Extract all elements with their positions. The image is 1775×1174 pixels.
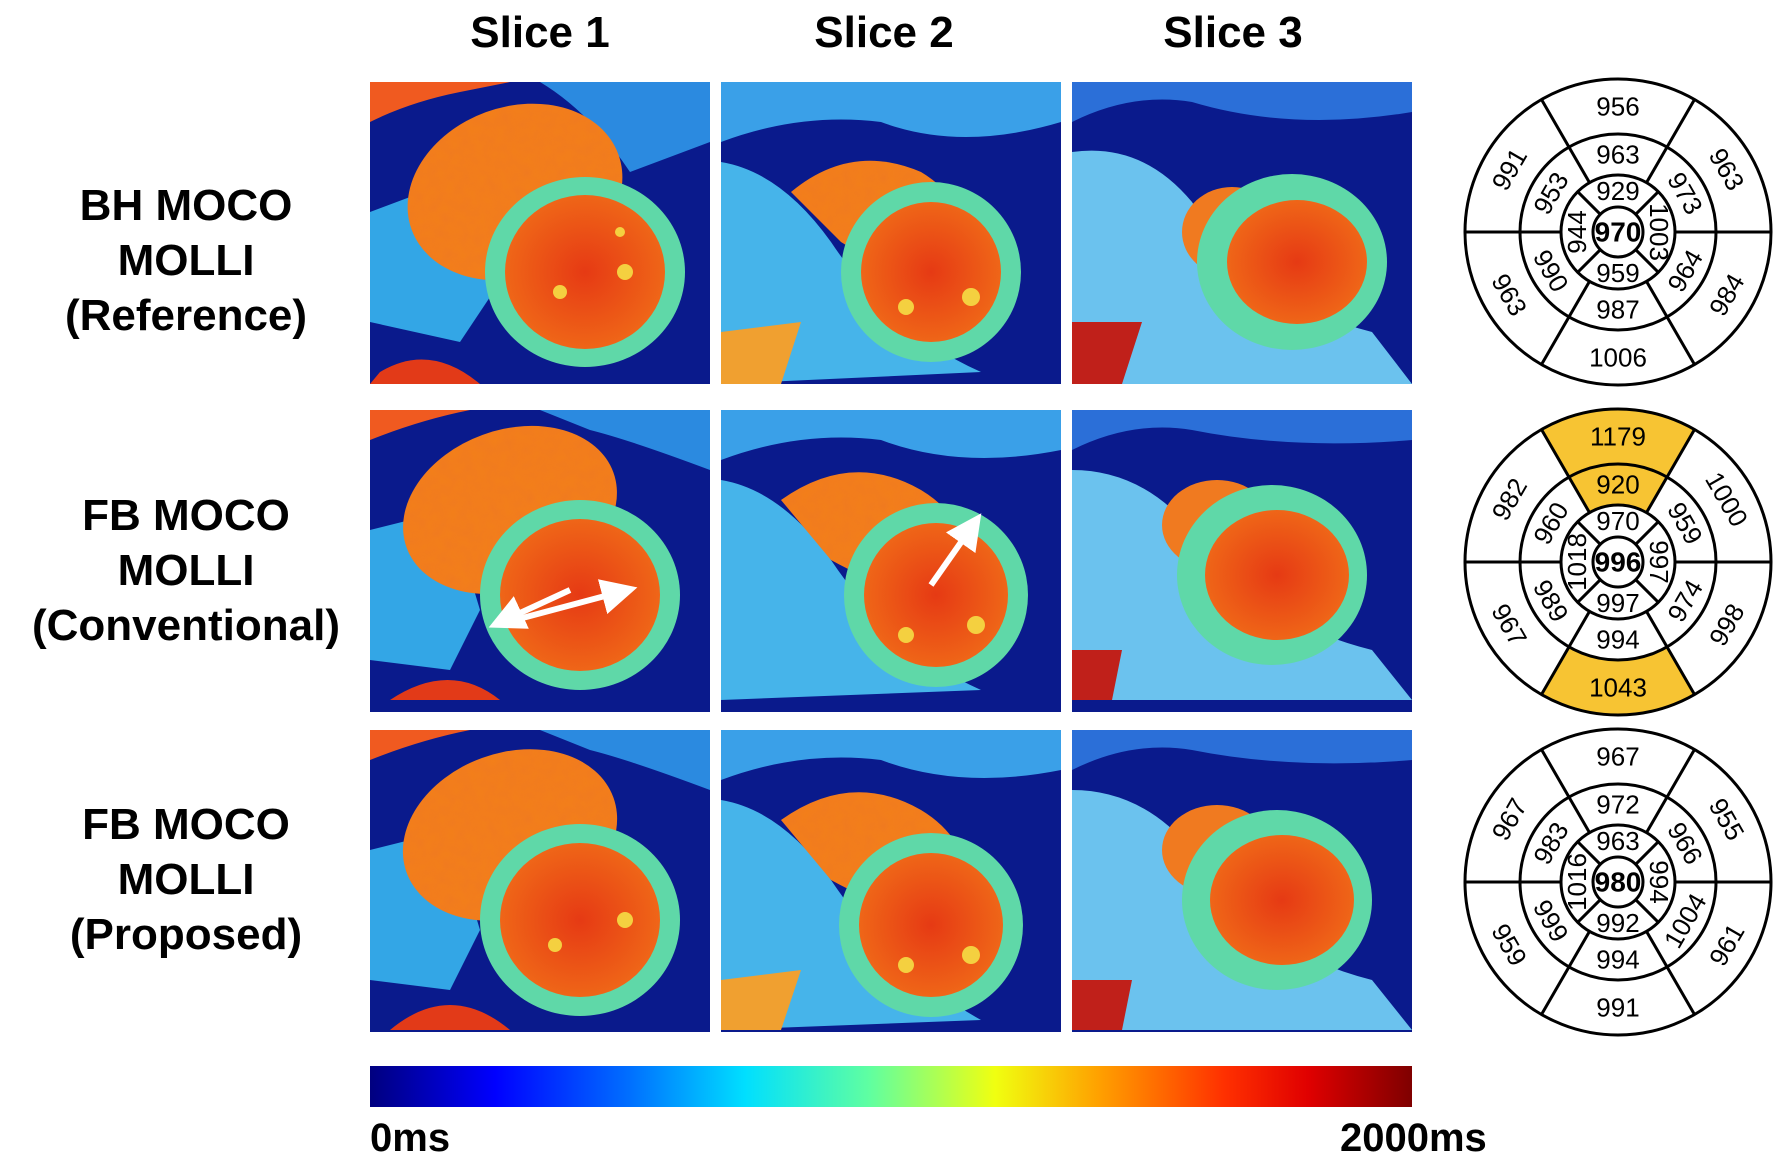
bullseye-divider bbox=[1576, 248, 1602, 274]
t1-map-conventional-slice-1 bbox=[370, 410, 710, 712]
bullseye-divider bbox=[1634, 190, 1660, 216]
bullseye-divider bbox=[1576, 840, 1602, 866]
bullseye-divider bbox=[1634, 898, 1660, 924]
t1-map-proposed-slice-3 bbox=[1072, 730, 1412, 1032]
bullseye-ring bbox=[1591, 535, 1645, 589]
row-label-line: MOLLI bbox=[117, 236, 255, 285]
bullseye-divider bbox=[1645, 98, 1696, 184]
bullseye-divider bbox=[1645, 748, 1696, 834]
bullseye-proposed: 9809639949921016972967966955100496199499… bbox=[1463, 727, 1773, 1037]
bullseye-inner-value: 963 bbox=[1596, 826, 1639, 856]
row-label-conventional: FB MOCO MOLLI (Conventional) bbox=[0, 488, 372, 653]
bullseye-outer-value: 1006 bbox=[1589, 343, 1647, 373]
t1-map-reference-slice-2 bbox=[721, 82, 1061, 384]
bullseye-divider bbox=[1645, 610, 1696, 696]
highlight-segment-middle bbox=[1569, 464, 1667, 513]
row-label-line: (Conventional) bbox=[32, 601, 340, 650]
colorbar-min-label: 0ms bbox=[370, 1116, 451, 1160]
bullseye-middle-value: 972 bbox=[1596, 790, 1639, 820]
row-label-reference: BH MOCO MOLLI (Reference) bbox=[0, 178, 372, 343]
t1-map-conventional-slice-3 bbox=[1072, 410, 1412, 712]
bullseye-middle-value: 920 bbox=[1596, 470, 1639, 500]
bullseye-inner-value: 929 bbox=[1596, 176, 1639, 206]
row-label-proposed: FB MOCO MOLLI (Proposed) bbox=[0, 797, 372, 962]
bullseye-outer-value: 956 bbox=[1596, 92, 1639, 122]
bullseye-inner-value: 997 bbox=[1596, 588, 1639, 618]
bullseye-divider bbox=[1576, 190, 1602, 216]
t1-map-proposed-slice-1 bbox=[370, 730, 710, 1032]
bullseye-middle-value: 987 bbox=[1596, 295, 1639, 325]
t1-map-proposed-slice-2 bbox=[721, 730, 1061, 1032]
column-title-slice-2: Slice 2 bbox=[814, 8, 954, 57]
bullseye-reference: 9709291003959944963956973963964984987100… bbox=[1463, 77, 1773, 387]
bullseye-background bbox=[1465, 729, 1771, 1035]
row-label-line: FB MOCO bbox=[82, 491, 290, 540]
bullseye-background bbox=[1465, 409, 1771, 715]
bullseye-center-value: 996 bbox=[1595, 547, 1642, 578]
row-label-line: MOLLI bbox=[117, 546, 255, 595]
bullseye-center-value: 980 bbox=[1595, 867, 1642, 898]
bullseye-outer-value: 967 bbox=[1596, 742, 1639, 772]
bullseye-divider bbox=[1634, 520, 1660, 546]
bullseye-inner-value: 1018 bbox=[1562, 533, 1592, 591]
colorbar-max-label: 2000ms bbox=[1340, 1116, 1487, 1160]
bullseye-inner-value: 1003 bbox=[1644, 203, 1674, 261]
bullseye-divider bbox=[1645, 930, 1696, 1016]
bullseye-outer-value: 1179 bbox=[1590, 422, 1646, 452]
bullseye-divider bbox=[1634, 578, 1660, 604]
bullseye-divider bbox=[1634, 840, 1660, 866]
bullseye-divider bbox=[1576, 520, 1602, 546]
bullseye-divider bbox=[1540, 930, 1591, 1016]
highlight-segment-outer bbox=[1541, 409, 1695, 478]
bullseye-divider bbox=[1645, 280, 1696, 366]
bullseye-divider bbox=[1634, 248, 1660, 274]
row-label-line: (Reference) bbox=[64, 291, 308, 340]
t1-map-conventional-slice-2 bbox=[721, 410, 1061, 712]
row-label-line: (Proposed) bbox=[69, 910, 303, 959]
bullseye-divider bbox=[1576, 578, 1602, 604]
bullseye-inner-value: 970 bbox=[1596, 506, 1639, 536]
column-title-slice-3: Slice 3 bbox=[1163, 8, 1303, 57]
row-label-line: FB MOCO bbox=[82, 800, 290, 849]
bullseye-middle-value: 994 bbox=[1596, 625, 1639, 655]
bullseye-middle-value: 994 bbox=[1596, 945, 1639, 975]
bullseye-divider bbox=[1540, 98, 1591, 184]
row-label-line: MOLLI bbox=[117, 855, 255, 904]
bullseye-background bbox=[1465, 79, 1771, 385]
highlight-segment-outer bbox=[1541, 646, 1695, 715]
bullseye-divider bbox=[1540, 280, 1591, 366]
bullseye-inner-value: 994 bbox=[1644, 860, 1674, 903]
bullseye-divider bbox=[1576, 898, 1602, 924]
bullseye-inner-value: 944 bbox=[1562, 210, 1592, 253]
bullseye-outer-value: 991 bbox=[1596, 993, 1639, 1023]
bullseye-middle-value: 963 bbox=[1596, 140, 1639, 170]
bullseye-inner-value: 959 bbox=[1596, 258, 1639, 288]
bullseye-divider bbox=[1540, 610, 1591, 696]
bullseye-divider bbox=[1540, 428, 1591, 514]
t1-map-reference-slice-1 bbox=[370, 82, 710, 384]
bullseye-divider bbox=[1540, 748, 1591, 834]
bullseye-inner-value: 1016 bbox=[1562, 853, 1592, 911]
row-label-line: BH MOCO bbox=[79, 181, 293, 230]
colorbar bbox=[370, 1066, 1412, 1107]
column-title-slice-1: Slice 1 bbox=[470, 8, 610, 57]
bullseye-center-value: 970 bbox=[1595, 217, 1642, 248]
bullseye-divider bbox=[1645, 428, 1696, 514]
bullseye-inner-value: 997 bbox=[1644, 540, 1674, 583]
t1-map-reference-slice-3 bbox=[1072, 82, 1412, 384]
bullseye-inner-value: 992 bbox=[1596, 908, 1639, 938]
bullseye-ring bbox=[1591, 205, 1645, 259]
bullseye-ring bbox=[1591, 855, 1645, 909]
bullseye-conventional: 9969709979971018920117995910009749989941… bbox=[1463, 407, 1773, 717]
bullseye-outer-value: 1043 bbox=[1589, 673, 1647, 703]
